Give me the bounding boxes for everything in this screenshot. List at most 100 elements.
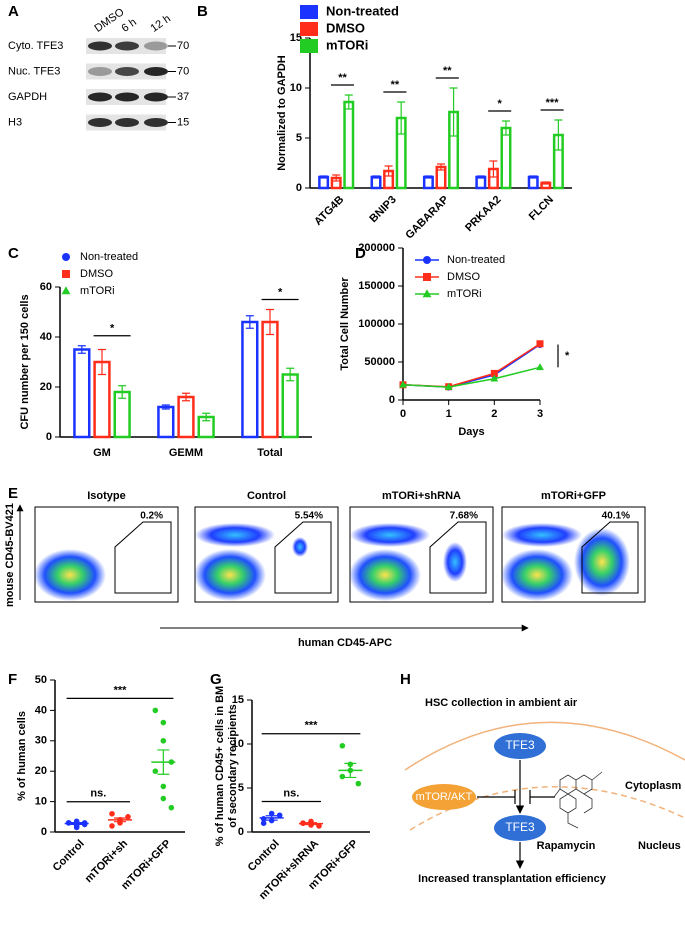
data-point <box>276 812 283 819</box>
significance-label: ** <box>338 72 347 84</box>
legend-label: DMSO <box>326 20 365 35</box>
y-axis-title: of secondary recipients <box>227 704 239 828</box>
plot-title: mTORi+shRNA <box>382 490 461 502</box>
lane-label: DMSO <box>93 6 127 35</box>
y-tick-label: 50 <box>35 674 47 686</box>
lane-label: 12 h <box>149 13 173 35</box>
y-axis-title: Normalized to GAPDH <box>276 55 288 171</box>
series-line <box>402 343 541 388</box>
region-label: Cytoplasm <box>625 780 681 792</box>
error-bar <box>372 175 381 179</box>
x-tick-label: BNIP3 <box>367 194 398 225</box>
inhibition <box>529 790 555 804</box>
gate <box>581 521 639 594</box>
legend-marker <box>423 256 431 264</box>
node-label: TFE3 <box>505 738 535 752</box>
data-point <box>109 823 115 829</box>
blot-band <box>88 92 112 102</box>
marker-size: 70 <box>177 40 189 52</box>
y-tick-label: 0 <box>46 431 52 443</box>
blot-band <box>115 41 139 51</box>
legend-swatch <box>300 22 318 36</box>
bar <box>281 373 299 439</box>
blot-band <box>115 92 139 102</box>
blot-band <box>88 118 112 127</box>
y-tick-label: 40 <box>40 331 52 343</box>
data-point <box>355 780 362 787</box>
series-line <box>402 366 541 388</box>
bar <box>475 175 487 190</box>
legend-label: Non-treated <box>447 254 505 266</box>
outcome-label: Increased transplantation efficiency <box>418 873 607 885</box>
rapamycin-structure <box>553 771 603 829</box>
marker-size: 37 <box>177 91 189 103</box>
legend-label: Non-treated <box>326 3 399 18</box>
error-bar <box>424 175 433 179</box>
blot-band <box>144 67 168 76</box>
legend-marker <box>423 273 431 281</box>
legend-swatch <box>300 39 318 53</box>
row-label: GAPDH <box>8 91 47 103</box>
y-axis-title: mouse CD45-BV421 <box>4 503 16 607</box>
error-bar <box>319 175 328 179</box>
data-point <box>152 768 159 774</box>
error-bar <box>265 815 278 821</box>
y-tick-label: 50000 <box>364 356 395 368</box>
significance-label: ns. <box>90 788 106 800</box>
plot-title: mTORi+GFP <box>541 490 606 502</box>
error-bar <box>182 392 190 402</box>
drug-label: Rapamycin <box>537 840 596 852</box>
data-point <box>490 369 498 377</box>
data-point <box>73 824 80 831</box>
error-bar <box>266 308 274 336</box>
y-tick-label: 10 <box>232 738 244 750</box>
x-tick-label: 1 <box>446 408 452 420</box>
legend-label: DMSO <box>80 268 113 280</box>
bar <box>73 348 91 439</box>
y-tick-label: 5 <box>238 782 244 794</box>
x-tick-label: GEMM <box>169 447 203 459</box>
plot-title: Isotype <box>87 490 126 502</box>
error-bar <box>554 119 563 151</box>
significance-label: * <box>110 323 115 335</box>
data-point <box>339 773 346 780</box>
data-point <box>339 742 346 749</box>
error-bar <box>245 315 254 329</box>
error-bar <box>541 181 550 185</box>
gate-percent: 40.1% <box>602 511 630 522</box>
panel-letter: C <box>8 245 19 262</box>
error-bar <box>489 160 498 178</box>
error-bar <box>437 163 445 171</box>
row-label: Nuc. TFE3 <box>8 65 60 77</box>
data-point <box>152 707 159 714</box>
data-point <box>399 380 407 388</box>
x-tick-label: 3 <box>537 408 543 420</box>
error-bar <box>161 404 170 410</box>
legend-label: mTORi <box>326 37 368 52</box>
marker-size: 15 <box>177 116 189 128</box>
legend-marker <box>61 286 71 295</box>
error-bar <box>114 817 126 823</box>
panel-letter: H <box>400 671 411 688</box>
data-point <box>536 363 544 371</box>
y-axis-title: % of human cells <box>16 711 28 801</box>
blot-band <box>88 41 112 51</box>
blot-band <box>88 67 112 76</box>
error-bar <box>305 822 317 826</box>
y-tick-label: 60 <box>40 281 52 293</box>
legend-marker <box>62 270 70 278</box>
y-tick-label: 0 <box>41 826 47 838</box>
y-tick-label: 15 <box>232 694 244 706</box>
error-bar <box>384 165 393 177</box>
data-point <box>160 738 167 744</box>
bar <box>241 320 259 439</box>
error-bar <box>70 821 83 825</box>
data-point <box>109 810 115 817</box>
x-tick-label: Total <box>257 447 282 459</box>
panel-letter: E <box>8 485 18 502</box>
error-bar <box>501 120 510 136</box>
cell-cloud <box>574 528 630 596</box>
data-point <box>268 810 275 817</box>
bar <box>500 126 512 190</box>
y-axis-title: CFU number per 150 cells <box>19 294 31 429</box>
